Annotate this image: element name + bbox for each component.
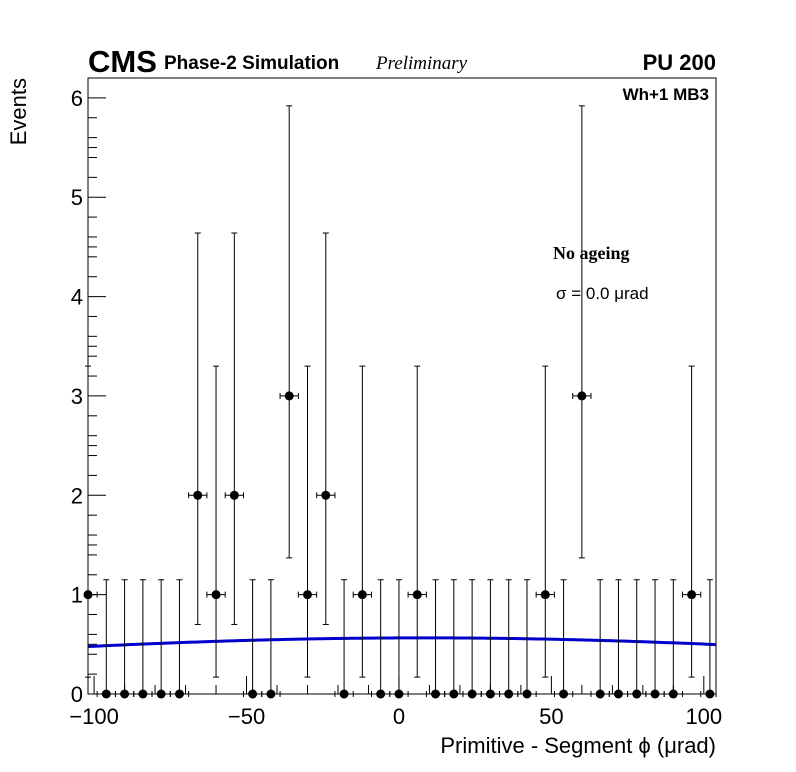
x-tick-label: 0: [393, 704, 405, 729]
data-point: [700, 579, 717, 699]
data-point: [96, 579, 116, 699]
data-point: [261, 579, 281, 699]
sigma-label: σ = 0.0 μrad: [556, 284, 649, 303]
data-point: [352, 365, 373, 678]
data-point: [83, 365, 98, 678]
x-tick-label: −100: [69, 704, 119, 729]
data-marker: [138, 689, 148, 699]
data-point: [627, 579, 647, 699]
data-marker: [376, 689, 386, 699]
data-point: [151, 579, 171, 699]
data-point: [499, 579, 519, 699]
data-point: [169, 579, 190, 699]
data-point: [279, 105, 299, 559]
data-marker: [266, 689, 276, 699]
plot-frame: [87, 77, 717, 695]
data-marker: [577, 391, 587, 401]
x-axis: −100 −50 0 50 100: [69, 676, 722, 729]
data-point: [224, 232, 244, 625]
data-point: [444, 579, 464, 699]
data-point: [535, 365, 555, 678]
data-marker: [101, 689, 111, 699]
data-point: [389, 579, 409, 699]
data-points: [83, 105, 717, 699]
data-point: [297, 365, 318, 678]
data-point: [334, 579, 354, 699]
data-point: [645, 579, 665, 699]
simulation-label: Phase-2 Simulation: [164, 53, 339, 74]
data-marker: [504, 689, 514, 699]
y-tick-label: 0: [71, 682, 83, 707]
data-marker: [174, 689, 184, 699]
data-point: [517, 579, 537, 699]
data-marker: [229, 490, 239, 500]
y-tick-label: 4: [71, 285, 83, 310]
fit-layer: [87, 636, 717, 649]
ageing-label: No ageing: [553, 243, 630, 263]
data-marker: [650, 689, 660, 699]
y-tick-label: 5: [71, 185, 83, 210]
data-point: [663, 579, 683, 699]
data-marker: [705, 689, 715, 699]
y-axis-title: Events: [6, 78, 31, 145]
data-marker: [559, 689, 569, 699]
data-marker: [449, 689, 459, 699]
data-marker: [595, 689, 605, 699]
data-marker: [412, 590, 422, 600]
y-tick-label: 2: [71, 483, 83, 508]
data-point: [462, 579, 482, 699]
data-marker: [156, 689, 166, 699]
data-marker: [321, 490, 331, 500]
data-marker: [302, 590, 312, 600]
data-point: [407, 365, 427, 678]
data-marker: [357, 590, 367, 600]
x-tick-label: −50: [228, 704, 265, 729]
data-marker: [120, 689, 130, 699]
data-point: [572, 105, 592, 559]
data-marker: [339, 689, 349, 699]
data-marker: [83, 590, 93, 600]
cms-label: CMS: [88, 44, 157, 79]
data-point: [133, 579, 153, 699]
data-marker: [540, 590, 550, 600]
data-marker: [668, 689, 678, 699]
y-axis: 0 1 2 3 4 5 6: [71, 77, 106, 707]
y-tick-label: 3: [71, 384, 83, 409]
region-label: Wh+1 MB3: [623, 85, 709, 104]
data-marker: [485, 689, 495, 699]
data-point: [206, 365, 226, 678]
y-tick-label: 1: [71, 583, 83, 608]
data-marker: [613, 689, 623, 699]
data-point: [608, 579, 629, 699]
data-point: [553, 579, 574, 699]
gaussian-fit-curve: [87, 636, 717, 649]
pileup-label: PU 200: [643, 50, 716, 75]
x-axis-title: Primitive - Segment ϕ (μrad): [440, 733, 716, 758]
x-tick-label: 100: [685, 704, 722, 729]
data-marker: [467, 689, 477, 699]
data-point: [188, 232, 208, 625]
data-marker: [522, 689, 532, 699]
data-point: [316, 232, 336, 625]
data-point: [114, 579, 135, 699]
data-point: [480, 579, 501, 699]
data-point: [681, 365, 702, 678]
data-marker: [394, 689, 404, 699]
x-tick-label: 50: [539, 704, 563, 729]
y-tick-label: 6: [71, 86, 83, 111]
data-point: [242, 579, 263, 699]
data-marker: [632, 689, 642, 699]
preliminary-label: Preliminary: [375, 53, 468, 74]
data-marker: [211, 590, 221, 600]
data-marker: [284, 391, 294, 401]
data-marker: [193, 490, 203, 500]
data-marker: [687, 590, 697, 600]
data-marker: [431, 689, 441, 699]
data-marker: [248, 689, 258, 699]
